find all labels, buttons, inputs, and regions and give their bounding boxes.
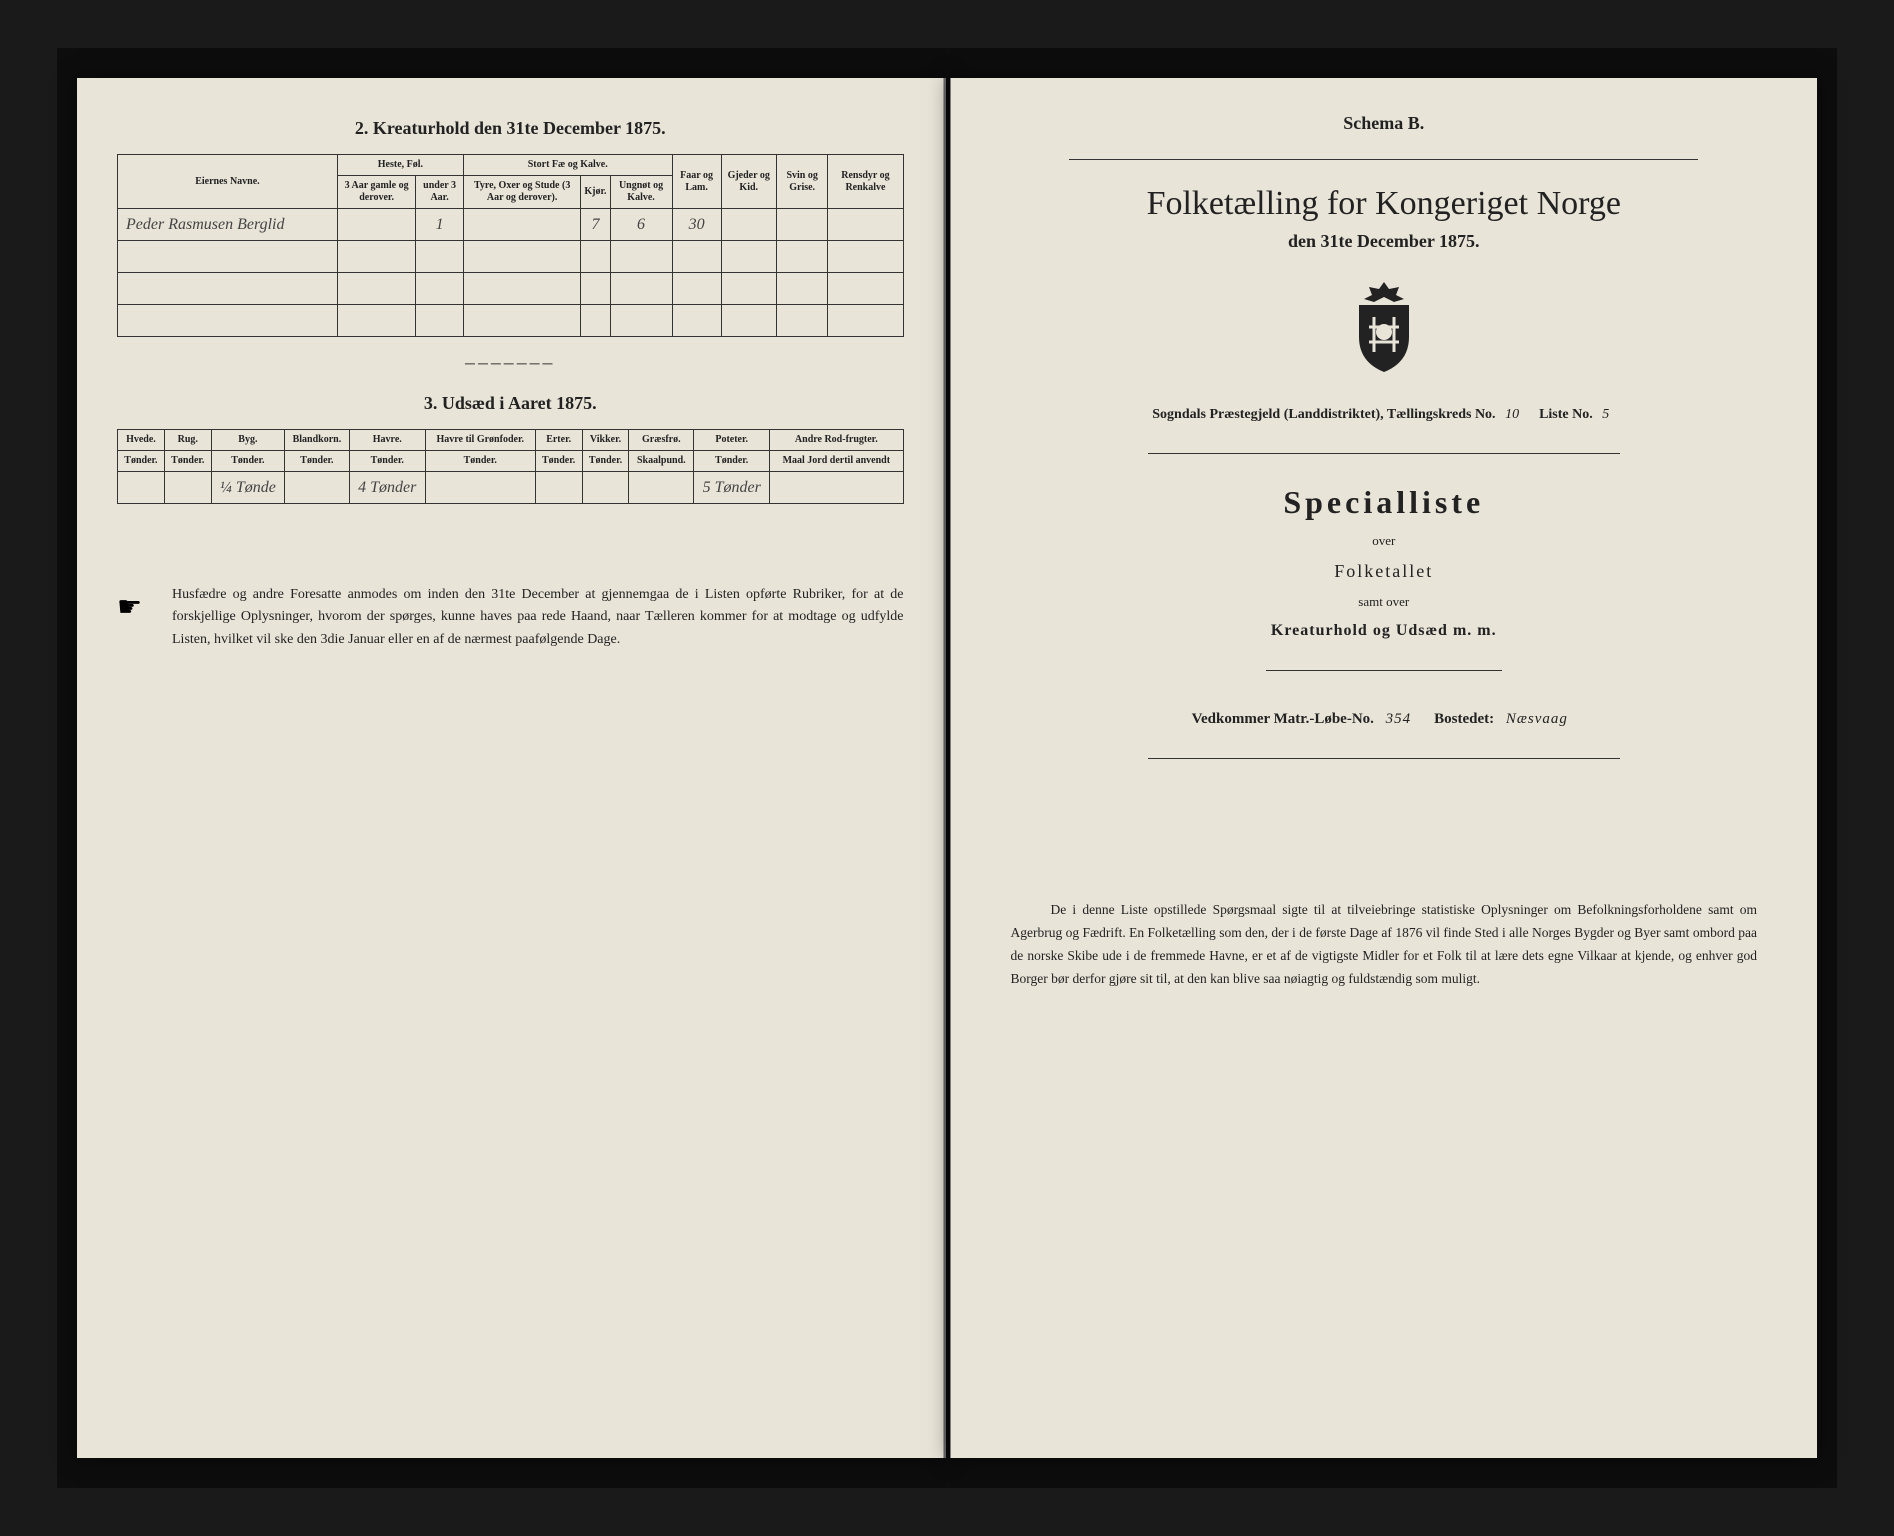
list-no: 5 [1596,407,1615,422]
cell [721,209,776,241]
col-sheep: Faar og Lam. [672,155,721,209]
cell: 7 [581,209,610,241]
col-erter: Erter. [535,430,582,451]
col-vikker: Vikker. [582,430,629,451]
unit: Tønder. [118,451,165,472]
ornament: ─────── [117,357,904,373]
matr-no: 354 [1378,711,1420,727]
sub-folketallet: Folketallet [991,561,1778,582]
unit: Tønder. [164,451,211,472]
unit: Tønder. [425,451,535,472]
seed-table: Hvede. Rug. Byg. Blandkorn. Havre. Havre… [117,429,904,504]
col-owner: Eiernes Navne. [118,155,338,209]
cell [463,209,580,241]
unit: Maal Jord dertil anvendt [770,451,903,472]
cell [425,472,535,504]
parish-no: 10 [1499,407,1525,422]
sub-over: over [991,533,1778,549]
col-cattle-b: Kjør. [581,176,610,209]
cell: ¼ Tønde [211,472,284,504]
section2-title: 2. Kreaturhold den 31te December 1875. [117,118,904,139]
parish-label: Sogndals Præstegjeld (Landdistriktet), T… [1152,407,1495,422]
bottom-paragraph: De i denne Liste opstillede Spørgsmaal s… [991,899,1778,991]
pointing-hand-icon: ☛ [117,584,157,651]
book-spread: 2. Kreaturhold den 31te December 1875. E… [57,48,1837,1488]
cell [337,209,415,241]
cell: 1 [416,209,464,241]
col-hvede: Hvede. [118,430,165,451]
cell [535,472,582,504]
unit: Tønder. [694,451,770,472]
col-reindeer: Rensdyr og Renkalve [828,155,903,209]
col-horses-a: 3 Aar gamle og derover. [337,176,415,209]
vedkommer-line: Vedkommer Matr.-Løbe-No. 354 Bostedet: N… [991,711,1778,728]
cell: 30 [672,209,721,241]
col-graesfro: Græsfrø. [629,430,694,451]
table-row: Peder Rasmusen Berglid 1 7 6 30 [118,209,904,241]
col-goats: Gjeder og Kid. [721,155,776,209]
parish-line: Sogndals Præstegjeld (Landdistriktet), T… [991,407,1778,423]
col-blandkorn: Blandkorn. [285,430,350,451]
col-byg: Byg. [211,430,284,451]
cell: 4 Tønder [349,472,425,504]
bottom-text: De i denne Liste opstillede Spørgsmaal s… [1011,902,1758,986]
divider [1148,758,1620,759]
cell [770,472,903,504]
table-row: ¼ Tønde 4 Tønder 5 Tønder [118,472,904,504]
cell [118,472,165,504]
table-row [118,273,904,305]
sub-kreatur: Kreaturhold og Udsæd m. m. [991,622,1778,640]
col-pigs: Svin og Grise. [776,155,828,209]
census-title: Folketælling for Kongeriget Norge [991,185,1778,223]
cell [164,472,211,504]
col-havre-gf: Havre til Grønfoder. [425,430,535,451]
unit: Tønder. [582,451,629,472]
unit: Tønder. [285,451,350,472]
unit: Tønder. [349,451,425,472]
col-andre: Andre Rod-frugter. [770,430,903,451]
col-horses: Heste, Føl. [337,155,463,176]
book-spine [943,78,951,1458]
unit: Tønder. [535,451,582,472]
col-cattle-c: Ungnøt og Kalve. [610,176,672,209]
cell [285,472,350,504]
census-date: den 31te December 1875. [991,231,1778,252]
col-cattle-a: Tyre, Oxer og Stude (3 Aar og derover). [463,176,580,209]
sub-samt: samt over [991,594,1778,610]
col-rug: Rug. [164,430,211,451]
schema-label: Schema B. [991,113,1778,134]
unit: Skaalpund. [629,451,694,472]
cell: 5 Tønder [694,472,770,504]
bostedet-value: Næsvaag [1498,711,1576,727]
list-label: Liste No. [1539,407,1593,422]
cell [776,209,828,241]
col-horses-b: under 3 Aar. [416,176,464,209]
col-poteter: Poteter. [694,430,770,451]
unit: Tønder. [211,451,284,472]
left-page: 2. Kreaturhold den 31te December 1875. E… [77,78,946,1458]
col-havre: Havre. [349,430,425,451]
table-row [118,305,904,337]
footer-text: Husfædre og andre Foresatte anmodes om i… [172,584,904,651]
bostedet-label: Bostedet: [1434,711,1494,727]
livestock-table: Eiernes Navne. Heste, Føl. Stort Fæ og K… [117,154,904,337]
divider [1266,670,1502,671]
vedkommer-label: Vedkommer Matr.-Løbe-No. [1192,711,1374,727]
col-cattle: Stort Fæ og Kalve. [463,155,672,176]
coat-of-arms-icon [991,277,1778,382]
footer-note: ☛ Husfædre og andre Foresatte anmodes om… [117,584,904,651]
cell [582,472,629,504]
section3-title: 3. Udsæd i Aaret 1875. [117,393,904,414]
divider [1069,159,1698,160]
right-page: Schema B. Folketælling for Kongeriget No… [950,78,1818,1458]
cell [828,209,903,241]
owner-name: Peder Rasmusen Berglid [118,209,338,241]
table-row [118,241,904,273]
cell: 6 [610,209,672,241]
divider [1148,453,1620,454]
specialliste-title: Specialliste [991,484,1778,521]
cell [629,472,694,504]
